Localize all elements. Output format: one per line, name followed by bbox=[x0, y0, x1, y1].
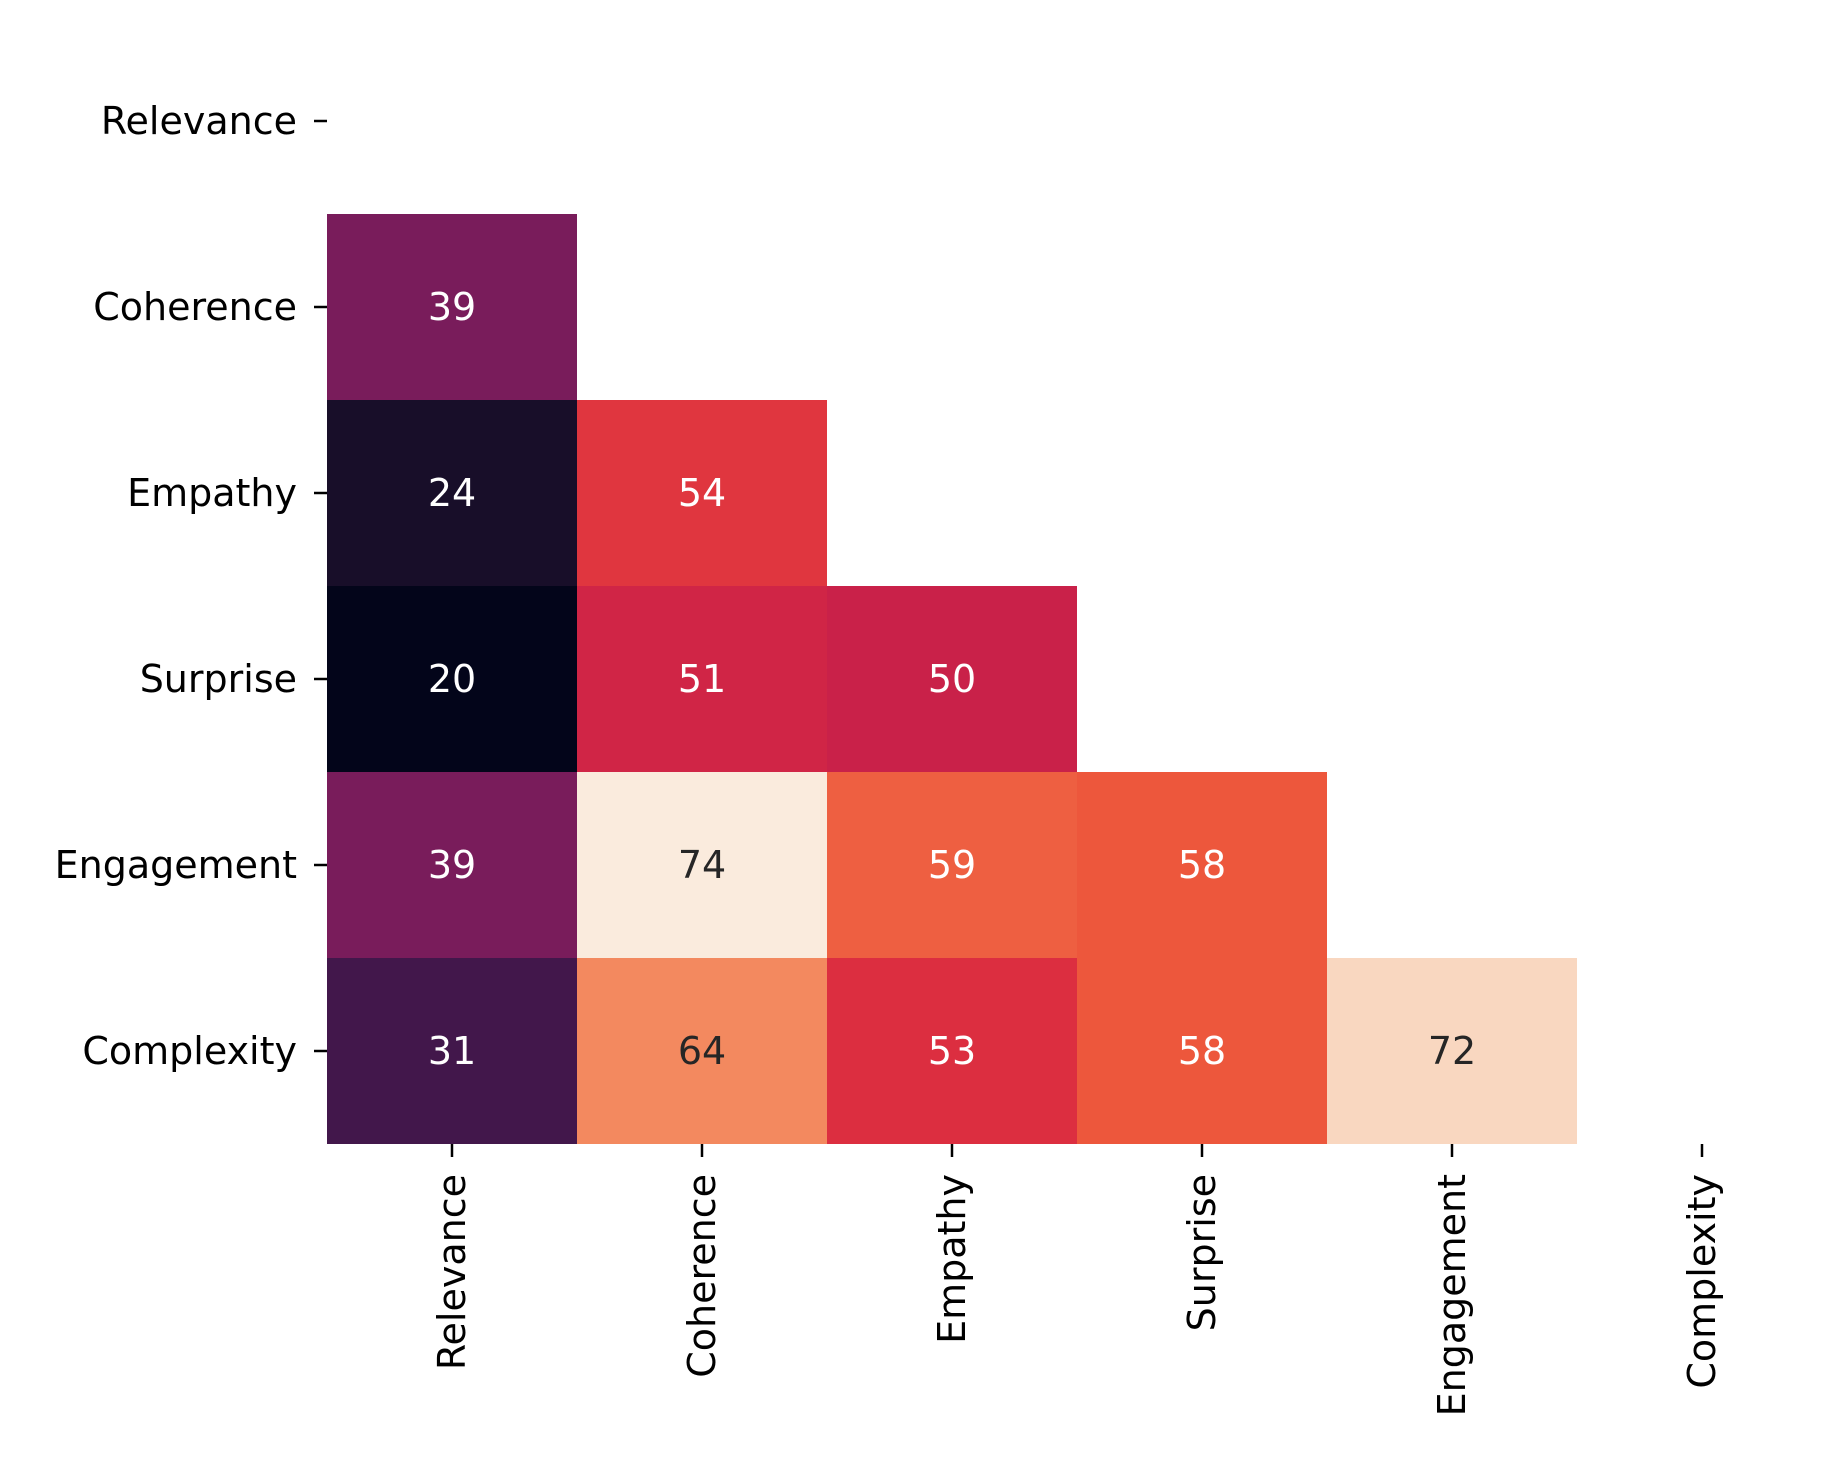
cell-value-label: 53 bbox=[928, 1029, 976, 1073]
cell-value-label: 58 bbox=[1178, 1029, 1226, 1073]
y-tick-label-coherence: Coherence bbox=[93, 285, 297, 329]
y-tick-label-relevance: Relevance bbox=[101, 99, 297, 143]
cell-value-label: 39 bbox=[428, 285, 476, 329]
cell-value-label: 74 bbox=[678, 843, 726, 887]
x-tick-label-engagement: Engagement bbox=[1430, 1174, 1474, 1416]
heatmap-cell-complexity-empathy bbox=[827, 958, 1077, 1144]
x-axis: Relevance Coherence Empathy Surprise Engagem… bbox=[430, 1144, 1724, 1416]
heatmap-cell-surprise-coherence bbox=[577, 586, 827, 772]
cell-value-label: 39 bbox=[428, 843, 476, 887]
x-tick-label-relevance: Relevance bbox=[430, 1174, 474, 1370]
cell-value-label: 59 bbox=[928, 843, 976, 887]
heatmap-cell-empathy-relevance bbox=[327, 400, 577, 586]
heatmap-cell-engagement-empathy bbox=[827, 772, 1077, 958]
cell-value-label: 51 bbox=[678, 657, 726, 701]
cell-value-label: 24 bbox=[428, 471, 476, 515]
x-tick-label-surprise: Surprise bbox=[1180, 1174, 1224, 1331]
y-tick-label-complexity: Complexity bbox=[82, 1029, 297, 1073]
y-tick-label-surprise: Surprise bbox=[140, 657, 297, 701]
heatmap-cell-complexity-surprise bbox=[1077, 958, 1327, 1144]
x-tick-label-empathy: Empathy bbox=[930, 1174, 974, 1344]
heatmap-cell-surprise-empathy bbox=[827, 586, 1077, 772]
x-tick-label-coherence: Coherence bbox=[680, 1174, 724, 1378]
heatmap-cell-surprise-relevance bbox=[327, 586, 577, 772]
heatmap-cell-complexity-engagement bbox=[1327, 958, 1577, 1144]
heatmap-cell-engagement-relevance bbox=[327, 772, 577, 958]
heatmap-cell-complexity-coherence bbox=[577, 958, 827, 1144]
cell-value-label: 72 bbox=[1428, 1029, 1476, 1073]
cell-value-label: 50 bbox=[928, 657, 976, 701]
heatmap-cell-engagement-coherence bbox=[577, 772, 827, 958]
cell-value-label: 58 bbox=[1178, 843, 1226, 887]
heatmap-cell-engagement-surprise bbox=[1077, 772, 1327, 958]
cell-value-label: 64 bbox=[678, 1029, 726, 1073]
heatmap-cell-complexity-relevance bbox=[327, 958, 577, 1144]
heatmap-cell-coherence-relevance bbox=[327, 214, 577, 400]
cell-value-label: 31 bbox=[428, 1029, 476, 1073]
x-tick-label-complexity: Complexity bbox=[1680, 1174, 1724, 1389]
cell-value-label: 20 bbox=[428, 657, 476, 701]
y-tick-label-empathy: Empathy bbox=[127, 471, 297, 515]
heatmap-cell-empathy-coherence bbox=[577, 400, 827, 586]
y-axis: Relevance Coherence Empathy Surprise Engagem… bbox=[55, 99, 327, 1073]
heatmap-cells: 39 24 54 20 51 50 39 74 59 58 31 64 53 58 72 bbox=[327, 214, 1577, 1144]
cell-value-label: 54 bbox=[678, 471, 726, 515]
y-tick-label-engagement: Engagement bbox=[55, 843, 297, 887]
